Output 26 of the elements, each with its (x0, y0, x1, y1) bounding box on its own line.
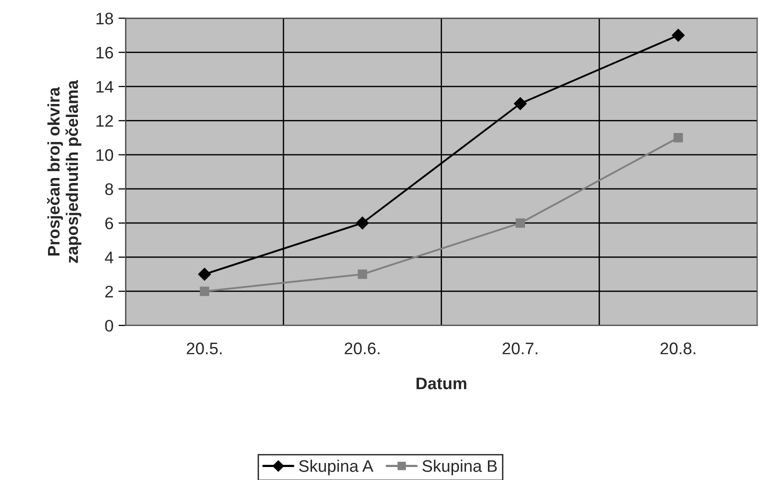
point (358, 270, 368, 279)
x-axis-title: Datum (416, 378, 466, 390)
point (356, 216, 369, 230)
point (200, 286, 210, 296)
point (674, 133, 683, 142)
x-tick-label: 20.6. (344, 342, 380, 354)
legend-label: Skupina A (299, 460, 374, 476)
y-tick-label: 2 (105, 286, 113, 298)
y-tick-label: 4 (104, 252, 114, 264)
y-tick-label: 18 (96, 12, 114, 24)
y-tick-label: 16 (96, 46, 114, 59)
y-tick-label: 10 (96, 149, 114, 161)
point (198, 268, 211, 281)
y-tick-label: 14 (96, 81, 114, 93)
y-tick-label: 0 (105, 320, 114, 332)
y-tick-label: 12 (96, 115, 113, 127)
x-tick-label: 20.5. (186, 342, 222, 354)
x-tick-label: 20.7. (502, 342, 538, 354)
x-tick-label: 20.8. (660, 342, 696, 354)
point (514, 97, 527, 110)
y-axis-title: Prosječan broj okvira zaposjednutih pčelama (47, 80, 82, 263)
y-tick-label: 6 (105, 217, 114, 230)
y-tick-label: 8 (105, 183, 114, 196)
legend-label: Skupina B (422, 460, 497, 476)
point (672, 28, 685, 42)
point (516, 218, 526, 228)
